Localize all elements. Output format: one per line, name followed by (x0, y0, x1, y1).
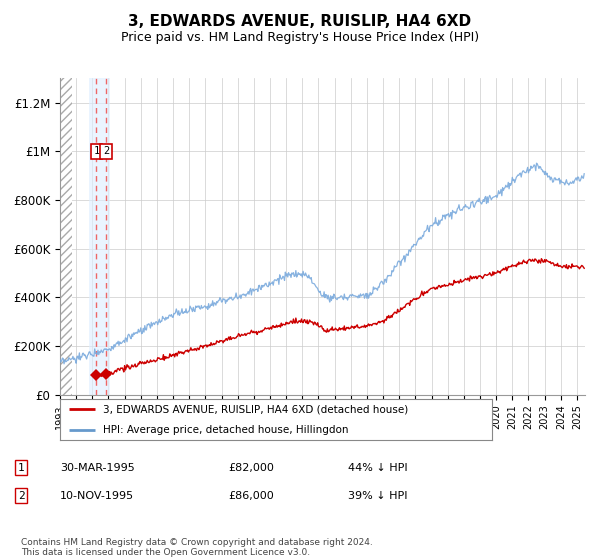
Text: 3, EDWARDS AVENUE, RUISLIP, HA4 6XD: 3, EDWARDS AVENUE, RUISLIP, HA4 6XD (128, 14, 472, 29)
Text: 30-MAR-1995: 30-MAR-1995 (60, 463, 135, 473)
Text: 39% ↓ HPI: 39% ↓ HPI (348, 491, 407, 501)
Text: Contains HM Land Registry data © Crown copyright and database right 2024.
This d: Contains HM Land Registry data © Crown c… (21, 538, 373, 557)
Text: 2: 2 (17, 491, 25, 501)
Text: Price paid vs. HM Land Registry's House Price Index (HPI): Price paid vs. HM Land Registry's House … (121, 31, 479, 44)
Text: 44% ↓ HPI: 44% ↓ HPI (348, 463, 407, 473)
Text: £86,000: £86,000 (228, 491, 274, 501)
Text: 10-NOV-1995: 10-NOV-1995 (60, 491, 134, 501)
Text: 1: 1 (93, 146, 100, 156)
Text: 3, EDWARDS AVENUE, RUISLIP, HA4 6XD (detached house): 3, EDWARDS AVENUE, RUISLIP, HA4 6XD (det… (103, 404, 409, 414)
Text: 2: 2 (103, 146, 109, 156)
Bar (89, 78, 110, 395)
Text: 1: 1 (17, 463, 25, 473)
Text: HPI: Average price, detached house, Hillingdon: HPI: Average price, detached house, Hill… (103, 424, 349, 435)
Text: £82,000: £82,000 (228, 463, 274, 473)
Bar (60, 78, 72, 395)
